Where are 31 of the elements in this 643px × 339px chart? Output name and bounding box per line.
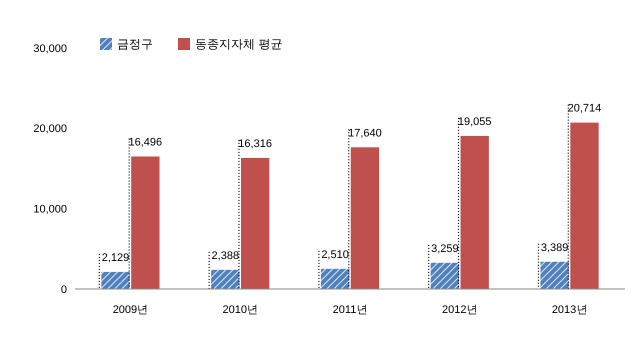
data-label: 3,259 [431,242,459,255]
x-tick-label: 2012년 [442,304,478,316]
bar [211,270,240,289]
x-tick-label: 2009년 [112,304,148,316]
bar [460,136,489,289]
y-tick-label: 0 [60,284,67,296]
bar [240,158,270,289]
x-tick-label: 2013년 [552,304,588,316]
y-tick-label: 30,000 [33,42,67,55]
y-tick-label: 20,000 [33,123,67,136]
bar [430,262,460,289]
bar [540,262,569,289]
legend-label: 금정구 [117,37,153,52]
x-tick-label: 2011년 [332,304,368,316]
data-label: 20,714 [568,102,602,115]
data-label: 2,388 [212,250,240,262]
bar [101,272,130,289]
bar [570,122,599,289]
data-label: 17,640 [348,127,382,140]
data-label: 16,496 [128,136,162,148]
data-label: 19,055 [458,116,492,128]
data-label: 16,316 [238,138,272,150]
bar [350,147,380,289]
bar [131,156,160,289]
bar [320,268,350,289]
x-tick-label: 2010년 [222,304,258,316]
data-label: 2,129 [102,252,130,264]
y-tick-label: 10,000 [33,204,67,216]
data-label: 3,389 [540,242,568,254]
legend-label: 동종지자체 평균 [195,37,282,52]
data-label: 2,510 [321,248,349,261]
